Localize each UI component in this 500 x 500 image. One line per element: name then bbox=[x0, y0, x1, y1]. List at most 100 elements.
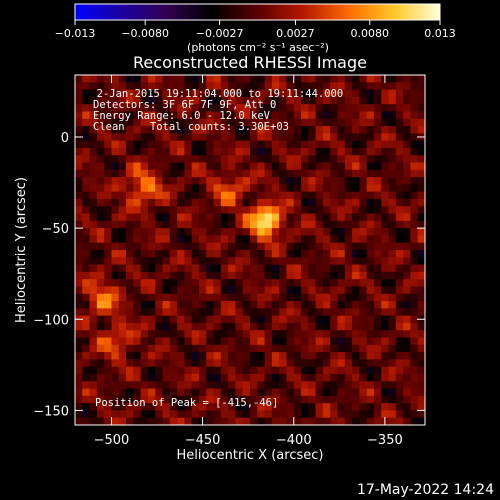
heatmap-cell bbox=[286, 75, 295, 83]
heatmap-cell bbox=[220, 315, 229, 324]
heatmap-cell bbox=[140, 271, 149, 280]
heatmap-cell bbox=[220, 337, 229, 346]
heatmap-cell bbox=[344, 89, 353, 98]
heatmap-cell bbox=[220, 235, 229, 244]
heatmap-cell bbox=[366, 82, 375, 90]
heatmap-cell bbox=[403, 126, 411, 134]
heatmap-cell bbox=[111, 133, 120, 142]
heatmap-cell bbox=[366, 220, 375, 229]
heatmap-cell bbox=[206, 322, 214, 331]
heatmap-cell bbox=[330, 293, 338, 302]
heatmap-cell bbox=[104, 388, 112, 397]
heatmap-cell bbox=[293, 75, 302, 83]
heatmap-cell bbox=[235, 206, 244, 214]
heatmap-cell bbox=[82, 177, 90, 185]
heatmap-cell bbox=[75, 395, 83, 404]
heatmap-cell bbox=[118, 228, 127, 236]
heatmap-cell bbox=[352, 89, 360, 98]
heatmap-cell bbox=[264, 184, 273, 193]
heatmap-cell bbox=[177, 388, 185, 397]
heatmap-cell bbox=[75, 301, 83, 309]
heatmap-cell bbox=[257, 126, 265, 134]
heatmap-cell bbox=[322, 198, 331, 207]
heatmap-cell bbox=[228, 264, 236, 273]
heatmap-cell bbox=[395, 337, 404, 346]
heatmap-cell bbox=[147, 293, 156, 302]
heatmap-cell bbox=[242, 337, 251, 346]
heatmap-cell bbox=[206, 191, 214, 200]
heatmap-cell bbox=[220, 395, 229, 404]
heatmap-cell bbox=[184, 177, 193, 185]
heatmap-cell bbox=[264, 315, 273, 324]
heatmap-cell bbox=[366, 169, 375, 178]
heatmap-cell bbox=[169, 213, 178, 222]
heatmap-cell bbox=[140, 140, 149, 149]
heatmap-cell bbox=[177, 169, 185, 178]
x-tick-label: −500 bbox=[94, 433, 130, 448]
heatmap-cell bbox=[198, 381, 207, 389]
heatmap-cell bbox=[308, 184, 317, 193]
heatmap-cell bbox=[264, 89, 273, 98]
heatmap-cell bbox=[198, 155, 207, 163]
heatmap-cell bbox=[82, 264, 90, 273]
heatmap-cell bbox=[126, 301, 134, 309]
heatmap-cell bbox=[191, 213, 200, 222]
heatmap-cell bbox=[89, 264, 98, 273]
heatmap-cell bbox=[410, 257, 419, 265]
heatmap-cell bbox=[286, 162, 295, 171]
heatmap-cell bbox=[257, 250, 265, 258]
heatmap-cell bbox=[242, 301, 251, 309]
heatmap-cell bbox=[301, 330, 309, 338]
heatmap-cell bbox=[388, 228, 397, 236]
heatmap-cell bbox=[257, 366, 265, 375]
heatmap-cell bbox=[118, 162, 127, 171]
heatmap-cell bbox=[140, 410, 149, 419]
heatmap-cell bbox=[388, 133, 397, 142]
heatmap-cell bbox=[344, 191, 353, 200]
heatmap-cell bbox=[388, 366, 397, 375]
heatmap-cell bbox=[264, 366, 273, 375]
heatmap-cell bbox=[279, 213, 287, 222]
heatmap-cell bbox=[373, 293, 382, 302]
heatmap-cell bbox=[89, 133, 98, 142]
heatmap-cell bbox=[352, 373, 360, 382]
heatmap-cell bbox=[264, 250, 273, 258]
heatmap-cell bbox=[301, 271, 309, 280]
heatmap-cell bbox=[286, 344, 295, 353]
heatmap-cell bbox=[403, 133, 411, 142]
heatmap-cell bbox=[235, 403, 244, 411]
heatmap-cell bbox=[169, 198, 178, 207]
heatmap-cell bbox=[133, 388, 142, 397]
heatmap-cell bbox=[352, 250, 360, 258]
heatmap-cell bbox=[410, 191, 419, 200]
heatmap-cell bbox=[169, 330, 178, 338]
heatmap-cell bbox=[388, 315, 397, 324]
heatmap-cell bbox=[344, 104, 353, 112]
heatmap-cell bbox=[279, 89, 287, 98]
heatmap-cell bbox=[133, 337, 142, 346]
heatmap-cell bbox=[213, 198, 222, 207]
heatmap-cell bbox=[177, 206, 185, 214]
heatmap-cell bbox=[403, 235, 411, 244]
heatmap-cell bbox=[177, 410, 185, 419]
heatmap-cell bbox=[75, 177, 83, 185]
heatmap-cell bbox=[242, 308, 251, 317]
heatmap-cell bbox=[322, 286, 331, 295]
heatmap-cell bbox=[395, 308, 404, 317]
heatmap-cell bbox=[315, 177, 324, 185]
heatmap-cell bbox=[198, 184, 207, 193]
heatmap-cell bbox=[75, 373, 83, 382]
heatmap-cell bbox=[206, 235, 214, 244]
heatmap-cell bbox=[184, 264, 193, 273]
heatmap-cell bbox=[286, 133, 295, 142]
heatmap-cell bbox=[315, 330, 324, 338]
heatmap-cell bbox=[271, 315, 280, 324]
heatmap-cell bbox=[308, 220, 317, 229]
heatmap-cell bbox=[403, 301, 411, 309]
heatmap-cell bbox=[403, 206, 411, 214]
heatmap-cell bbox=[96, 330, 105, 338]
heatmap-cell bbox=[257, 308, 265, 317]
heatmap-cell bbox=[177, 162, 185, 171]
heatmap-cell bbox=[177, 104, 185, 112]
heatmap-cell bbox=[162, 162, 171, 171]
